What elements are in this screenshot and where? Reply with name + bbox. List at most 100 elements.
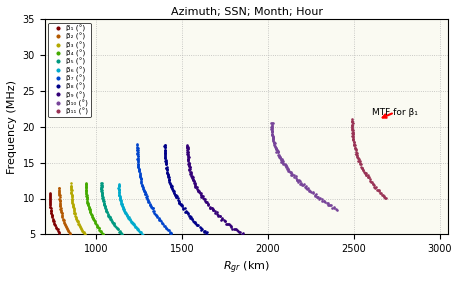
Point — [172, 195, 179, 200]
Point — [116, 195, 123, 200]
Point — [268, 121, 275, 126]
Point — [167, 231, 174, 235]
Point — [136, 230, 143, 234]
Point — [164, 175, 171, 179]
Point — [81, 232, 89, 237]
Point — [221, 219, 228, 224]
Point — [85, 204, 92, 209]
Point — [128, 220, 135, 225]
Point — [377, 192, 385, 197]
Point — [185, 168, 193, 173]
Point — [283, 169, 291, 173]
Point — [375, 189, 382, 194]
Point — [110, 220, 117, 225]
Point — [230, 226, 237, 231]
Point — [221, 218, 229, 223]
Point — [311, 192, 319, 197]
Point — [272, 148, 280, 152]
Point — [277, 158, 284, 162]
Point — [134, 149, 141, 154]
Point — [171, 193, 179, 197]
Point — [161, 154, 168, 159]
Point — [67, 232, 74, 237]
Point — [349, 133, 356, 138]
Point — [49, 218, 56, 222]
Point — [97, 183, 105, 188]
Point — [67, 184, 75, 188]
Point — [282, 164, 289, 169]
Point — [133, 143, 140, 147]
Point — [330, 206, 337, 211]
Point — [56, 192, 63, 197]
Point — [164, 227, 172, 232]
Point — [185, 163, 192, 167]
Point — [98, 182, 105, 187]
Point — [70, 206, 77, 211]
Point — [227, 224, 234, 228]
Point — [106, 216, 113, 221]
Point — [121, 209, 128, 214]
Point — [90, 217, 97, 222]
Point — [214, 213, 222, 218]
Point — [134, 152, 141, 156]
Point — [98, 186, 105, 190]
Point — [269, 137, 276, 142]
Point — [161, 148, 168, 152]
Point — [99, 232, 106, 237]
Point — [199, 194, 206, 199]
Point — [267, 125, 274, 129]
Point — [162, 226, 169, 231]
Point — [164, 174, 172, 179]
Point — [174, 196, 181, 200]
Point — [348, 127, 355, 132]
Point — [48, 213, 56, 218]
Point — [233, 228, 240, 233]
Point — [73, 217, 80, 222]
Point — [184, 157, 191, 162]
Point — [350, 143, 358, 147]
Point — [277, 160, 285, 165]
Point — [304, 186, 311, 190]
Point — [57, 208, 64, 213]
Point — [120, 209, 128, 213]
Point — [50, 219, 57, 224]
Point — [189, 175, 196, 180]
Point — [57, 206, 64, 210]
Point — [160, 224, 167, 228]
Point — [185, 169, 193, 174]
Point — [46, 201, 54, 205]
Point — [109, 220, 116, 225]
Point — [169, 188, 176, 193]
Point — [115, 184, 122, 188]
Point — [184, 150, 191, 154]
Point — [134, 162, 141, 166]
Point — [130, 223, 137, 228]
Point — [230, 227, 238, 231]
Point — [314, 194, 321, 199]
Point — [83, 190, 90, 194]
Point — [56, 195, 63, 200]
Point — [58, 214, 66, 218]
Point — [175, 201, 182, 205]
Point — [118, 202, 125, 207]
Point — [67, 190, 75, 195]
Point — [83, 193, 90, 197]
Point — [69, 203, 76, 207]
Point — [224, 222, 231, 226]
Point — [118, 202, 125, 206]
Point — [74, 219, 81, 223]
Point — [184, 153, 191, 158]
Point — [360, 170, 368, 175]
Point — [60, 218, 67, 223]
Point — [133, 148, 140, 153]
Point — [268, 123, 275, 127]
Point — [84, 203, 92, 207]
Point — [69, 204, 77, 209]
Point — [133, 226, 140, 231]
Point — [75, 221, 82, 226]
Point — [117, 231, 124, 235]
Point — [187, 172, 194, 177]
Point — [134, 227, 141, 232]
Point — [354, 159, 361, 164]
Point — [83, 196, 90, 201]
